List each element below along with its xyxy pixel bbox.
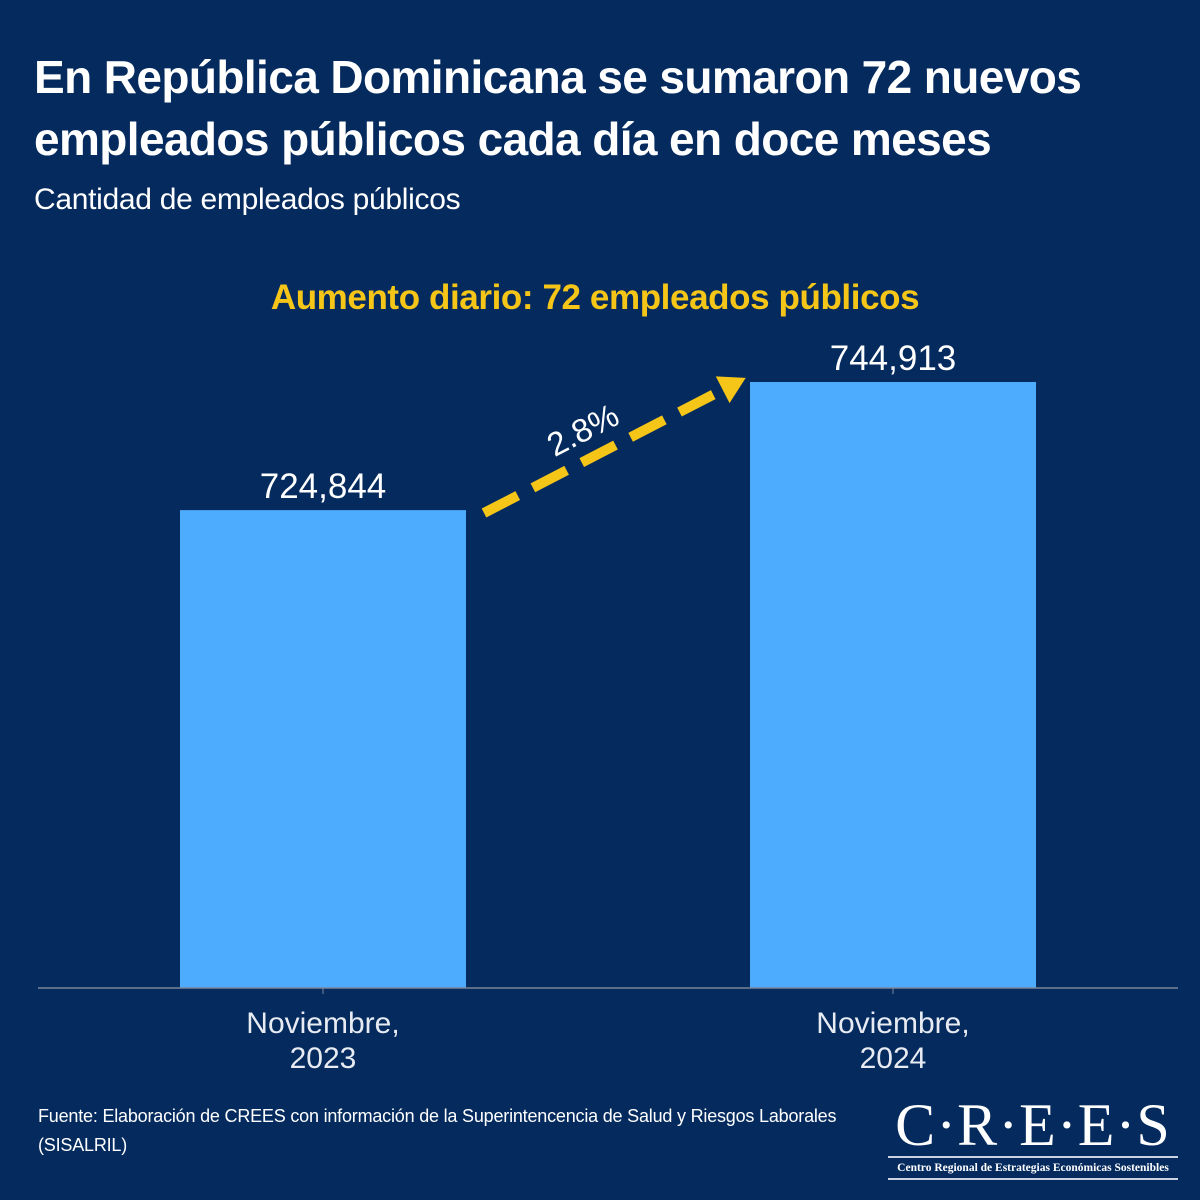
logo-divider — [888, 1156, 1178, 1158]
bar-1 — [180, 510, 466, 988]
chart-subtitle: Cantidad de empleados públicos — [34, 183, 461, 216]
logo-tagline: Centro Regional de Estrategias Económica… — [897, 1162, 1169, 1174]
x-tick-label: Noviembre, — [246, 1007, 399, 1040]
logo-divider-bottom — [888, 1178, 1178, 1180]
chart-title: En República Dominicana se sumaron 72 nu… — [34, 51, 1082, 165]
value-label: 724,844 — [260, 467, 387, 506]
growth-arrow-line — [481, 382, 731, 518]
logo-mark: C·R·E·E·S — [895, 1092, 1171, 1158]
x-tick-label: 2024 — [860, 1042, 927, 1075]
daily-increase-callout: Aumento diario: 72 empleados públicos — [270, 278, 920, 317]
growth-arrow-head — [715, 376, 746, 404]
growth-percent-label: 2.8% — [541, 396, 625, 463]
value-label: 744,913 — [830, 339, 957, 378]
x-tick-label: Noviembre, — [816, 1007, 969, 1040]
x-tick-label: 2023 — [290, 1042, 357, 1075]
crees-logo: C·R·E·E·S Centro Regional de Estrategias… — [888, 1094, 1178, 1180]
bar-2 — [750, 382, 1036, 988]
source-note: Fuente: Elaboración de CREES con informa… — [38, 1106, 837, 1155]
